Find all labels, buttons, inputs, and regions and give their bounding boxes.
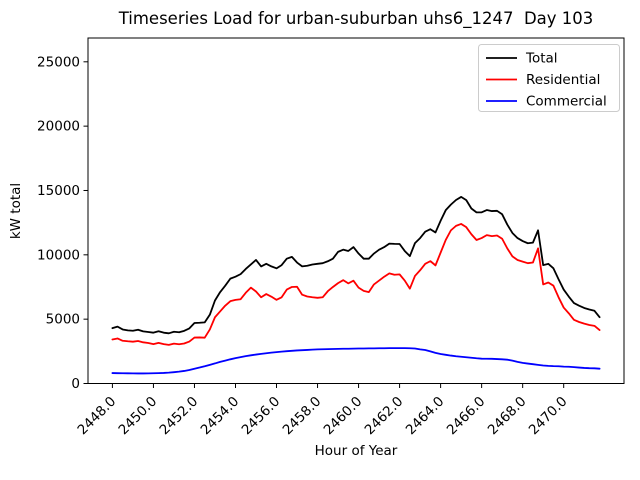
- x-tick-label: 2458.0: [280, 394, 325, 439]
- x-tick-label: 2462.0: [362, 394, 407, 439]
- legend-entry-residential: Residential: [486, 72, 600, 88]
- legend-entry-commercial: Commercial: [486, 94, 607, 110]
- x-tick-label: 2460.0: [321, 394, 366, 439]
- x-axis-ticks: 2448.02450.02452.02454.02456.02458.02460…: [75, 383, 571, 439]
- line-residential: [111, 223, 601, 346]
- legend-entry-total: Total: [486, 51, 558, 67]
- y-tick-label: 5000: [46, 312, 80, 328]
- y-axis-label: kW total: [8, 183, 24, 239]
- y-tick-label: 0: [71, 376, 80, 392]
- x-tick-label: 2470.0: [526, 394, 571, 439]
- x-tick-label: 2448.0: [75, 394, 120, 439]
- legend: Total Residential Commercial: [478, 44, 620, 112]
- line-commercial: [111, 347, 601, 375]
- x-tick-label: 2456.0: [239, 394, 284, 439]
- x-tick-label: 2468.0: [485, 394, 530, 439]
- legend-label-commercial: Commercial: [526, 94, 607, 110]
- y-tick-label: 25000: [37, 54, 80, 70]
- y-axis-ticks: 0 5000 10000 15000 20000 25000: [37, 54, 88, 392]
- x-tick-label: 2452.0: [157, 394, 202, 439]
- x-tick-label: 2464.0: [403, 394, 448, 439]
- legend-label-residential: Residential: [526, 72, 600, 88]
- series-lines: [111, 196, 601, 375]
- x-axis-label: Hour of Year: [315, 443, 398, 459]
- y-tick-label: 20000: [37, 119, 80, 135]
- x-tick-label: 2454.0: [198, 394, 243, 439]
- y-tick-label: 10000: [37, 247, 80, 263]
- y-tick-label: 15000: [37, 183, 80, 199]
- x-tick-label: 2466.0: [444, 394, 489, 439]
- chart-title: Timeseries Load for urban-suburban uhs6_…: [118, 9, 594, 29]
- legend-label-total: Total: [525, 51, 558, 67]
- legend-box: [478, 44, 620, 112]
- x-tick-label: 2450.0: [116, 394, 161, 439]
- line-total: [111, 196, 601, 335]
